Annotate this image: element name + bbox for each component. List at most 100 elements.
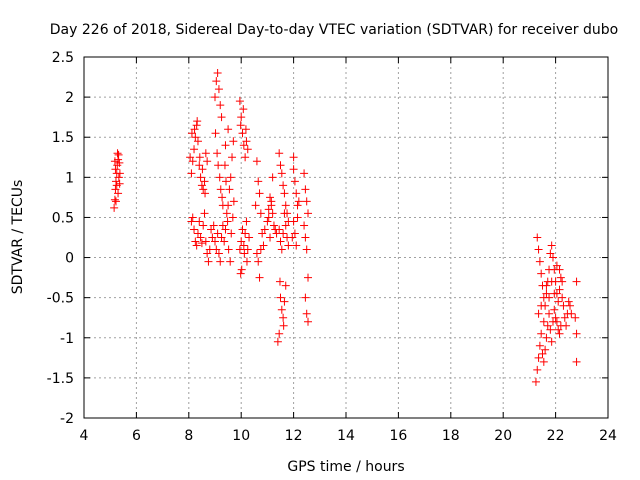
data-point — [216, 185, 225, 194]
data-point — [302, 309, 311, 318]
data-point — [293, 213, 302, 222]
data-point — [191, 133, 200, 142]
data-point — [537, 329, 546, 338]
data-point — [534, 353, 543, 362]
data-point — [199, 185, 208, 194]
data-point — [252, 157, 261, 166]
data-point — [196, 233, 205, 242]
data-point — [554, 297, 563, 306]
data-point — [547, 241, 556, 250]
data-point — [224, 125, 233, 134]
data-point — [201, 189, 210, 198]
data-point — [193, 229, 202, 238]
data-point — [571, 313, 580, 322]
data-point — [229, 197, 238, 206]
data-point — [542, 289, 551, 298]
data-point — [301, 185, 310, 194]
x-tick-label: 24 — [599, 428, 617, 444]
data-point — [268, 209, 277, 218]
data-point — [289, 217, 298, 226]
data-point — [541, 345, 550, 354]
data-point — [224, 201, 233, 210]
data-point — [110, 203, 119, 212]
data-point — [545, 309, 554, 318]
data-point — [111, 185, 120, 194]
data-point — [292, 241, 301, 250]
data-point — [259, 241, 268, 250]
data-point — [239, 141, 248, 150]
data-point — [547, 277, 556, 286]
data-point — [304, 317, 313, 326]
data-point — [237, 237, 246, 246]
data-point — [239, 105, 248, 114]
data-point — [263, 217, 272, 226]
data-point — [279, 229, 288, 238]
data-point — [275, 277, 284, 286]
data-point — [273, 337, 282, 346]
data-point — [187, 169, 196, 178]
data-point — [225, 185, 234, 194]
data-point — [254, 177, 263, 186]
data-point — [535, 341, 544, 350]
data-point — [220, 237, 229, 246]
data-point — [201, 149, 210, 158]
x-tick-label: 10 — [232, 428, 250, 444]
data-point — [198, 165, 207, 174]
data-point — [531, 377, 540, 386]
data-point — [203, 249, 212, 258]
data-point — [547, 337, 556, 346]
data-point — [195, 153, 204, 162]
data-point — [558, 277, 567, 286]
data-point — [227, 229, 236, 238]
data-point — [558, 293, 567, 302]
data-point — [191, 237, 200, 246]
x-axis-label: GPS time / hours — [287, 459, 404, 475]
data-point — [217, 113, 226, 122]
data-point — [279, 321, 288, 330]
data-point — [537, 301, 546, 310]
x-tick-label: 4 — [80, 428, 89, 444]
data-point — [289, 153, 298, 162]
data-point — [241, 153, 250, 162]
data-point — [239, 241, 248, 250]
data-point — [562, 321, 571, 330]
data-point — [277, 305, 286, 314]
data-point — [226, 173, 235, 182]
data-point — [266, 233, 275, 242]
data-point — [110, 195, 119, 204]
data-point — [115, 169, 124, 178]
data-point — [221, 225, 230, 234]
y-axis-label: SDTVAR / TECUs — [10, 180, 26, 295]
data-point — [260, 225, 269, 234]
data-point — [226, 257, 235, 266]
data-point — [280, 297, 289, 306]
data-point — [280, 209, 289, 218]
data-point — [212, 77, 221, 86]
data-point — [229, 137, 238, 146]
data-point — [211, 237, 219, 246]
data-point — [242, 137, 251, 146]
data-point — [288, 233, 297, 242]
data-point — [280, 189, 289, 198]
y-tick-label: 1.5 — [52, 130, 74, 146]
data-point — [204, 257, 213, 266]
y-tick-label: -1 — [60, 331, 74, 347]
data-point — [555, 265, 564, 274]
data-point — [218, 193, 227, 202]
data-point — [214, 161, 223, 170]
data-point — [539, 357, 548, 366]
data-point — [543, 321, 552, 330]
data-point — [556, 273, 565, 282]
data-point — [292, 189, 301, 198]
data-point — [243, 245, 252, 254]
data-point — [113, 149, 122, 158]
y-axis: -2 -1.5 -1 -0.5 0 0.5 1 1.5 2 2.5 — [47, 50, 608, 427]
data-point — [276, 237, 285, 246]
data-point — [300, 221, 309, 230]
data-point — [546, 249, 555, 258]
data-point — [539, 317, 548, 326]
data-point — [267, 197, 276, 206]
data-point — [277, 245, 286, 254]
data-point — [192, 241, 201, 250]
